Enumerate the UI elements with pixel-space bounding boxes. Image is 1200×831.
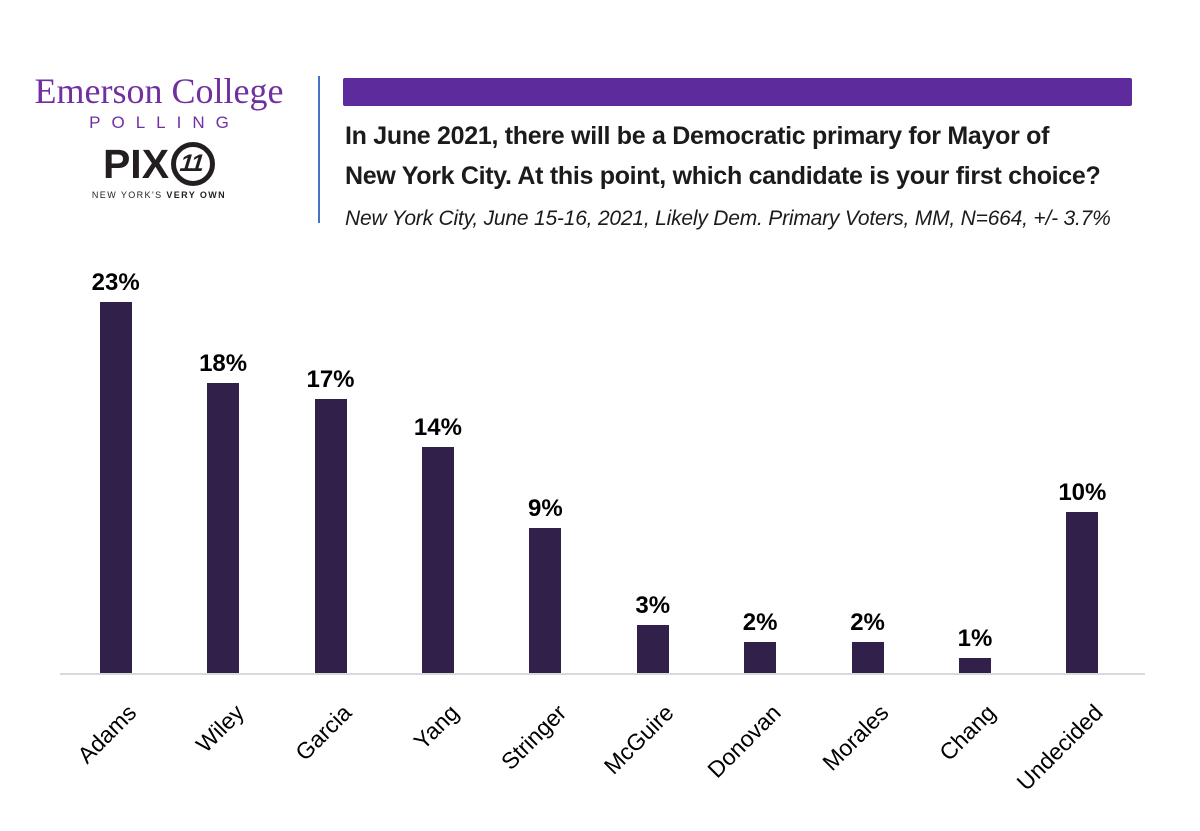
x-axis-label: Morales (816, 699, 894, 776)
x-axis-labels: Adams Wiley Garcia Yang Stringer McGuire Donov… (62, 675, 1136, 831)
bar-value-label: 1% (957, 625, 993, 652)
x-axis-label-cell: Garcia (277, 675, 384, 831)
polling-wordmark: POLLING (89, 113, 240, 132)
x-axis-label: Garcia (289, 699, 357, 766)
pix-tagline-regular: NEW YORK'S (91, 190, 163, 200)
poll-subtitle: New York City, June 15-16, 2021, Likely … (345, 207, 1111, 230)
x-axis-label: Adams (72, 699, 142, 769)
x-axis-label-cell: Stringer (492, 675, 599, 831)
bar-value-label: 2% (850, 609, 885, 636)
chart-column: 10% (1029, 240, 1136, 674)
title-line-2: New York City. At this point, which cand… (345, 162, 1101, 190)
x-axis-label: Chang (934, 699, 1001, 766)
x-axis-label-cell: Wiley (169, 675, 276, 831)
pix-tagline: NEW YORK'S VERY OWN (8, 190, 310, 200)
bar-value-label: 17% (306, 366, 355, 393)
bar (744, 642, 777, 674)
x-axis-label: McGuire (598, 699, 679, 780)
bar (314, 399, 347, 674)
x-axis-label: Stringer (495, 699, 572, 775)
bar-value-label: 3% (635, 592, 671, 619)
vertical-divider (318, 76, 320, 223)
chart-column: 2% (814, 240, 921, 674)
bar-value-label: 23% (91, 269, 140, 296)
x-axis-label-cell: McGuire (599, 675, 706, 831)
x-axis-label: Wiley (190, 699, 249, 758)
chart-column: 17% (277, 240, 384, 674)
bar-value-label: 10% (1058, 479, 1107, 506)
x-axis-label-cell: Chang (921, 675, 1028, 831)
x-axis-label-cell: Yang (384, 675, 491, 831)
chart-column: 2% (706, 240, 813, 674)
header-accent-bar (343, 78, 1132, 106)
pix-wordmark: PIX (102, 141, 170, 187)
bar (99, 302, 132, 674)
x-axis-label: Donovan (702, 699, 786, 783)
brand-block: Emerson College POLLING PIX 11 NEW YORK'… (8, 72, 310, 200)
bar (421, 447, 454, 674)
pix11-logo: PIX 11 (8, 142, 310, 186)
x-axis-label-cell: Donovan (702, 675, 813, 831)
chart-column: 14% (384, 240, 491, 674)
title-line-1: In June 2021, there will be a Democratic… (345, 122, 1050, 150)
bar-value-label: 9% (527, 495, 563, 522)
bar (636, 625, 669, 674)
x-axis-label-cell: Undecided (1012, 675, 1136, 831)
bar-value-label: 2% (742, 609, 778, 636)
pix11-number: 11 (178, 150, 205, 177)
chart-column: 23% (62, 240, 169, 674)
chart-column: 9% (492, 240, 599, 674)
x-axis-label: Yang (408, 699, 464, 755)
x-axis-line (60, 673, 1145, 675)
bar (851, 642, 884, 674)
chart-column: 3% (599, 240, 706, 674)
chart-column: 1% (921, 240, 1028, 674)
bar (958, 658, 991, 674)
poll-question-title: In June 2021, there will be a Democratic… (345, 116, 1185, 196)
bar (529, 528, 562, 674)
x-axis-label-cell: Morales (814, 675, 921, 831)
bar-value-label: 14% (413, 414, 462, 441)
pix-tagline-bold: VERY OWN (166, 190, 227, 200)
bar-chart: 23% 18% 17% 14% 9% 3% 2% 2% 1% 10% (62, 240, 1136, 674)
bar (207, 383, 240, 674)
pix11-circle-icon: 11 (171, 142, 216, 186)
x-axis-label-cell: Adams (62, 675, 169, 831)
bar (1066, 512, 1099, 674)
chart-column: 18% (169, 240, 276, 674)
bar-value-label: 18% (199, 350, 248, 377)
emerson-college-logo: Emerson College (34, 71, 284, 111)
